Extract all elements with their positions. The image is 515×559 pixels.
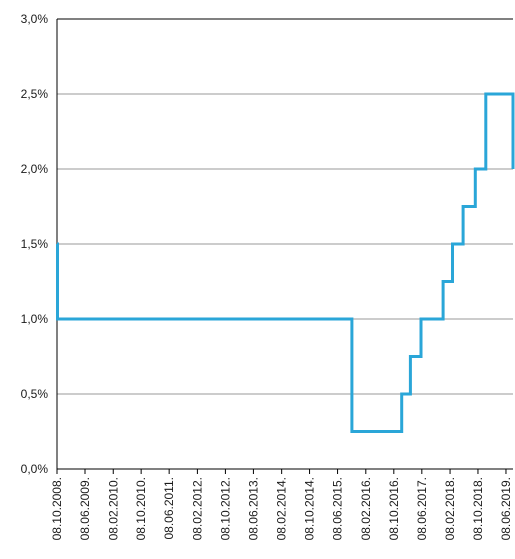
x-tick-label: 08.10.2018. <box>471 477 485 540</box>
x-tick-label: 08.10.2016. <box>387 477 401 540</box>
x-tick-label: 08.10.2012. <box>218 477 232 540</box>
x-tick-label: 08.06.2017. <box>415 477 429 540</box>
x-tick-label: 08.02.2018. <box>443 477 457 540</box>
y-tick-label: 2,5% <box>21 87 49 101</box>
x-tick-label: 08.10.2014. <box>303 477 317 540</box>
y-tick-label: 0,0% <box>21 462 49 476</box>
y-tick-label: 1,0% <box>21 312 49 326</box>
x-tick-label: 08.02.2010. <box>106 477 120 540</box>
y-tick-label: 1,5% <box>21 237 49 251</box>
x-axis-ticks: 08.10.2008. 08.06.2009. 08.02.2010. 08.10.2… <box>50 469 513 540</box>
series-line-0 <box>56 92 515 433</box>
grid-lines <box>57 93 513 395</box>
x-tick-label: 08.06.2013. <box>246 477 260 540</box>
x-tick-label: 08.06.2009. <box>78 477 92 540</box>
x-tick-label: 08.06.2015. <box>331 477 345 540</box>
y-tick-label: 3,0% <box>21 12 49 26</box>
x-tick-label: 08.06.2019. <box>499 477 513 540</box>
x-tick-label: 08.06.2011. <box>162 477 176 540</box>
y-tick-label: 2,0% <box>21 162 49 176</box>
x-tick-label: 08.02.2014. <box>275 477 289 540</box>
x-tick-label: 08.02.2012. <box>190 477 204 540</box>
x-tick-label: 08.10.2010. <box>134 477 148 540</box>
plot-area <box>56 18 515 470</box>
x-tick-label: 08.02.2016. <box>359 477 373 540</box>
y-tick-label: 0,5% <box>21 387 49 401</box>
x-tick-label: 08.10.2008. <box>50 477 64 540</box>
y-axis-ticks: 0,0% 0,5% 1,0% 1,5% 2,0% 2,5% 3,0% <box>21 12 49 476</box>
